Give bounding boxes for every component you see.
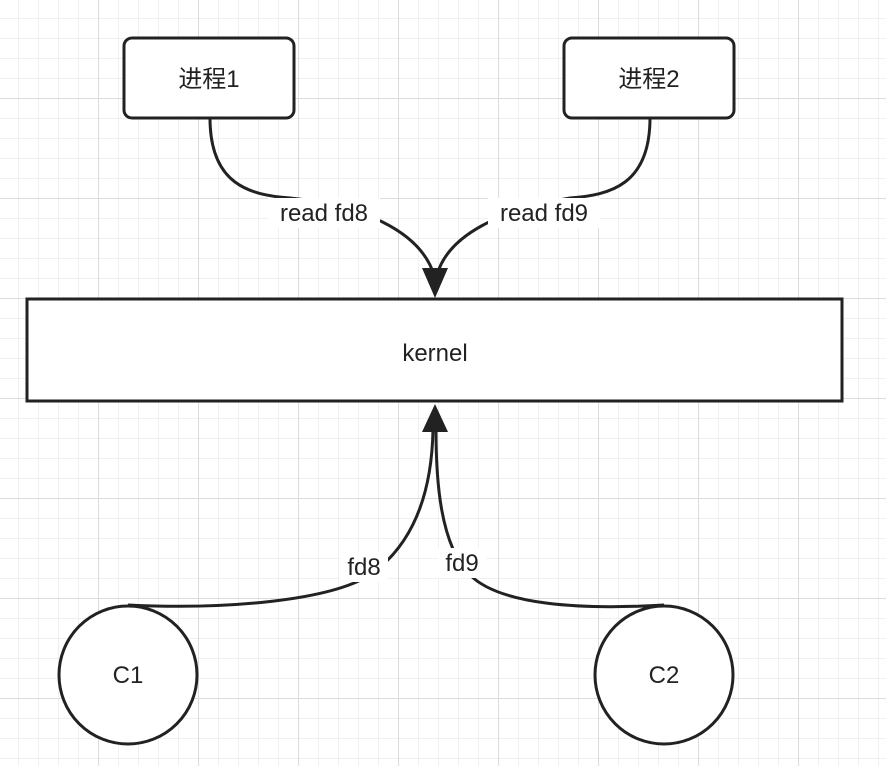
- edge-process1-to-kernel: [208, 117, 436, 276]
- node-process1-label: 进程1: [178, 66, 239, 93]
- edge-c2-to-kernel: [434, 429, 665, 609]
- node-c1[interactable]: C1: [57, 604, 199, 746]
- node-process2-label: 进程2: [618, 66, 679, 93]
- edge-label-fd9-text: fd9: [445, 550, 478, 577]
- node-process1[interactable]: 进程1: [122, 36, 296, 120]
- edge-process2-to-kernel: [435, 117, 652, 276]
- node-c2[interactable]: C2: [593, 604, 735, 746]
- arrowhead-down-icon: [422, 268, 448, 298]
- edge-label-fd8: fd8: [340, 552, 388, 582]
- edge-label-read-fd8: read fd8: [268, 198, 380, 228]
- edge-label-read-fd9-text: read fd9: [500, 200, 588, 227]
- arrowhead-up-icon: [422, 404, 448, 432]
- node-process2[interactable]: 进程2: [562, 36, 736, 120]
- node-c1-label: C1: [113, 662, 144, 689]
- node-c2-label: C2: [649, 662, 680, 689]
- edge-label-fd9: fd9: [438, 548, 486, 578]
- edge-label-read-fd9: read fd9: [488, 198, 600, 228]
- edge-label-read-fd8-text: read fd8: [280, 200, 368, 227]
- edge-label-fd8-text: fd8: [347, 554, 380, 581]
- node-kernel-label: kernel: [402, 340, 467, 367]
- node-kernel[interactable]: kernel: [25, 297, 844, 403]
